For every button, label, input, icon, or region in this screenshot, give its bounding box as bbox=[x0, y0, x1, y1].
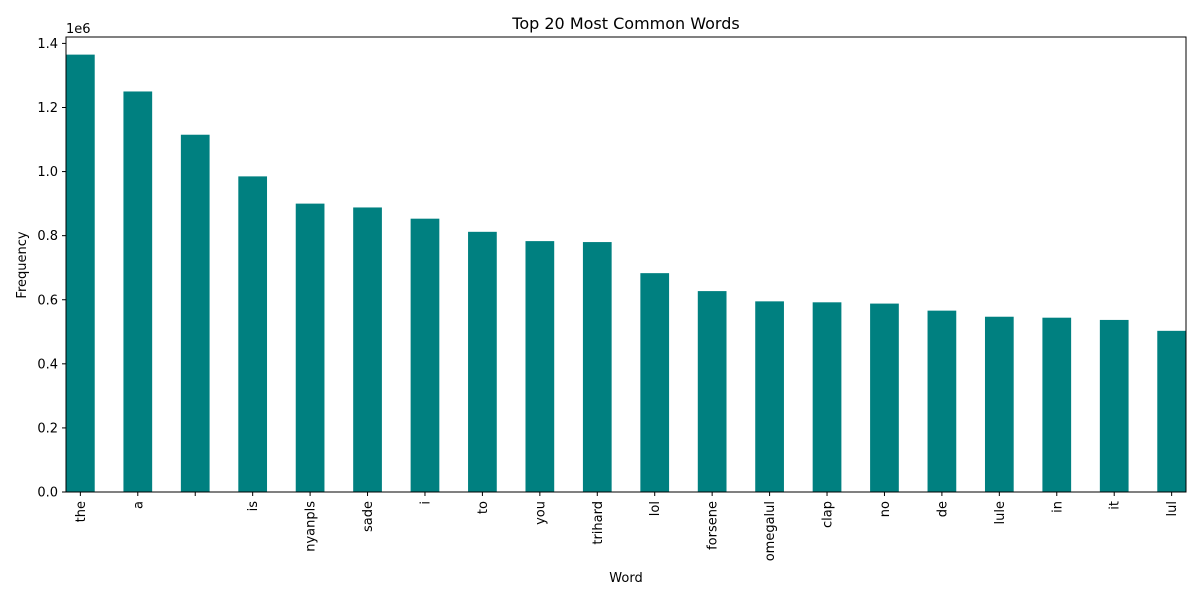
y-tick-label: 1.0 bbox=[37, 165, 58, 180]
y-axis-ticks: 0.0 0.2 0.4 0.6 0.8 1.0 1.2 1.4 bbox=[37, 37, 66, 501]
x-tick-label: clap bbox=[821, 501, 836, 528]
bar-forsene bbox=[697, 291, 727, 492]
bar-lol bbox=[640, 273, 670, 492]
y-tick-label: 0.2 bbox=[37, 421, 58, 436]
x-tick-label: omegalul bbox=[763, 501, 778, 561]
y-axis-label: Frequency bbox=[15, 231, 30, 298]
bar-no bbox=[870, 303, 899, 492]
x-tick-label: lul bbox=[1165, 501, 1180, 516]
bar-de bbox=[927, 310, 957, 492]
x-tick-label: the bbox=[74, 501, 89, 522]
x-tick-label: nyanpls bbox=[304, 501, 319, 552]
x-tick-label: de bbox=[935, 501, 950, 517]
plot-frame bbox=[65, 36, 1187, 493]
bar-blank bbox=[180, 134, 210, 493]
y-tick-label: 1.4 bbox=[37, 37, 58, 52]
bar-in bbox=[1042, 317, 1072, 492]
x-axis-label: Word bbox=[609, 571, 642, 586]
bar-is bbox=[238, 176, 268, 492]
bar-clap bbox=[812, 302, 842, 492]
bar-sade bbox=[353, 207, 382, 492]
x-tick-label: you bbox=[533, 501, 548, 525]
x-tick-label: in bbox=[1050, 501, 1065, 513]
x-tick-label: no bbox=[878, 501, 893, 517]
y-tick-label: 0.4 bbox=[37, 357, 58, 372]
y-tick-label: 0.6 bbox=[37, 293, 58, 308]
chart-title: Top 20 Most Common Words bbox=[511, 14, 739, 33]
x-axis-ticks: the a is nyanpls sade i to you trihard lol forsene… bbox=[74, 492, 1180, 561]
bar-it bbox=[1099, 319, 1129, 492]
bar-a bbox=[123, 91, 153, 492]
bars-group bbox=[66, 54, 1186, 493]
x-tick-label: it bbox=[1108, 501, 1123, 510]
bar-to bbox=[468, 231, 497, 492]
bar-omegalul bbox=[755, 301, 784, 492]
x-tick-label: to bbox=[476, 501, 491, 514]
y-tick-label: 0.8 bbox=[37, 229, 58, 244]
x-tick-label: sade bbox=[361, 501, 376, 532]
x-tick-label: is bbox=[246, 501, 261, 512]
y-tick-label: 0.0 bbox=[37, 486, 58, 501]
bar-trihard bbox=[582, 242, 612, 492]
bar-i bbox=[410, 218, 440, 492]
x-tick-label: i bbox=[418, 501, 433, 505]
bar-nyanpls bbox=[295, 203, 325, 492]
x-tick-label: trihard bbox=[591, 501, 606, 545]
x-tick-label: lol bbox=[648, 501, 663, 516]
y-tick-label: 1.2 bbox=[37, 101, 58, 116]
x-tick-label: a bbox=[131, 501, 146, 509]
bar-the bbox=[66, 54, 95, 493]
y-axis-offset-label: 1e6 bbox=[66, 22, 91, 37]
bar-lul bbox=[1157, 330, 1186, 492]
bar-you bbox=[525, 241, 555, 492]
x-tick-label: lule bbox=[993, 501, 1008, 524]
x-tick-label: forsene bbox=[706, 501, 721, 550]
bar-lule bbox=[984, 316, 1014, 492]
